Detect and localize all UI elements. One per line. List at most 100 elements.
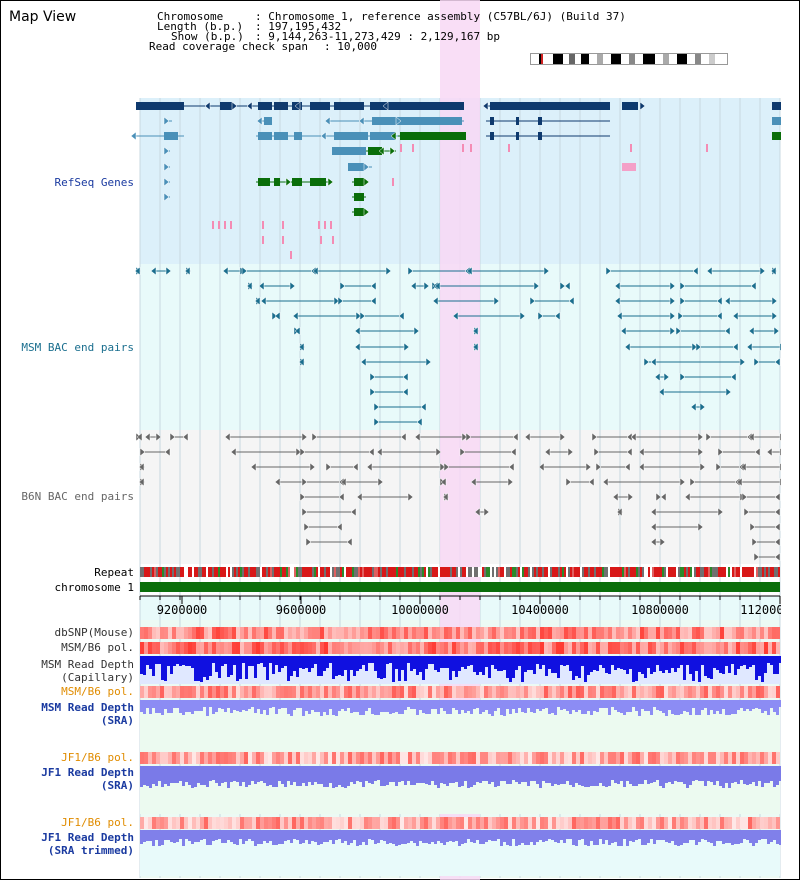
jf1-b6-pol-heat-cell <box>144 752 148 764</box>
msm-depth-cap-bar <box>476 656 479 675</box>
jf1-b6-pol-2-heat-cell <box>472 817 476 829</box>
msm-b6-pol-2-heat-cell <box>712 686 716 698</box>
jf1-b6-pol-heat-cell <box>196 752 200 764</box>
dbsnp-heat-cell <box>628 627 632 639</box>
msm-b6-pol-2-heat-cell <box>532 686 536 698</box>
repeat-element <box>490 567 492 577</box>
jf1-b6-pol-heat-cell <box>336 752 340 764</box>
refseq-gene-18-arrow <box>363 177 370 187</box>
dbsnp-heat-cell <box>208 627 212 639</box>
chromosome-ideogram[interactable] <box>530 53 728 65</box>
msm-bac-features[interactable] <box>134 266 786 427</box>
msm-depth-cap-bar <box>740 656 743 666</box>
chromosome-bar[interactable] <box>140 582 780 592</box>
repeat-element <box>440 567 442 577</box>
msm-b6-pol-heat-cell <box>308 642 312 654</box>
jf1-b6-pol-heat-cell <box>320 752 324 764</box>
msm-depth-cap-bar <box>263 656 266 667</box>
heatmap-tracks[interactable] <box>140 627 780 829</box>
jf1-depth-trim-bar <box>254 830 257 846</box>
jf1-depth-trim-bar <box>611 830 614 843</box>
jf1-depth-sra-bar <box>398 766 401 782</box>
jf1-b6-pol-heat-cell <box>732 752 736 764</box>
msm-depth-sra-bar <box>467 700 470 711</box>
repeat-element <box>372 567 374 577</box>
b6n-bac-pair-0-3-arrow <box>301 432 308 442</box>
dbsnp-heat-cell <box>376 627 380 639</box>
jf1-depth-sra-bar <box>299 766 302 786</box>
msm-b6-pol-2-heat-cell <box>188 686 192 698</box>
msm-depth-cap-bar <box>557 656 560 678</box>
refseq-features[interactable] <box>130 101 782 259</box>
jf1-depth-trim-bar <box>191 830 194 844</box>
dbsnp-heat-cell <box>356 627 360 639</box>
msm-depth-cap-bar <box>404 656 407 681</box>
msm-depth-cap-bar <box>389 656 392 663</box>
repeat-element <box>392 567 394 577</box>
msm-depth-sra-bar <box>569 700 572 714</box>
jf1-b6-pol-heat-cell <box>308 752 312 764</box>
chromosome-value: : Chromosome 1, reference assembly (C57B… <box>255 10 626 23</box>
dbsnp-heat-cell <box>252 627 256 639</box>
b6n-bac-pair-3-3-arrow <box>377 477 384 487</box>
jf1-b6-pol-heat-cell <box>692 752 696 764</box>
msm-b6-pol-2-heat-cell <box>672 686 676 698</box>
msm-bac-pair-6-1-arrow <box>360 357 367 367</box>
repeat-element <box>296 567 298 577</box>
dbsnp-heat-cell <box>180 627 184 639</box>
msm-depth-sra-bar <box>302 700 305 716</box>
repeat-track[interactable] <box>140 567 780 577</box>
repeat-element <box>726 567 728 577</box>
msm-depth-sra-bar <box>401 700 404 714</box>
msm-b6-pol-heat-cell <box>420 642 424 654</box>
label-b6n-bac[interactable]: B6N BAC end pairs <box>21 490 134 503</box>
repeat-element <box>638 567 640 577</box>
msm-b6-pol-2-heat-cell <box>600 686 604 698</box>
msm-b6-pol-heat-cell <box>696 642 700 654</box>
jf1-depth-sra-bar <box>452 766 455 783</box>
repeat-element <box>470 567 472 577</box>
msm-b6-pol-2-heat-cell <box>184 686 188 698</box>
repeat-element <box>636 567 638 577</box>
msm-b6-pol-2-heat-cell <box>224 686 228 698</box>
label-msm-depth-sra-1: MSM Read Depth <box>41 701 134 714</box>
b6n-bac-pair-1-8-arrow <box>754 447 761 457</box>
jf1-b6-pol-2-heat-cell <box>496 817 500 829</box>
msm-depth-sra-bar <box>176 700 179 708</box>
jf1-depth-trim-bar <box>365 830 368 845</box>
refseq-snp-tick <box>282 221 284 229</box>
label-refseq[interactable]: RefSeq Genes <box>55 176 134 189</box>
msm-b6-pol-heat-cell <box>260 642 264 654</box>
jf1-b6-pol-heat-cell <box>476 752 480 764</box>
repeat-element <box>368 567 370 577</box>
msm-depth-sra-bar <box>665 700 668 716</box>
scroll-right-strip[interactable] <box>781 98 799 878</box>
msm-depth-cap-bar <box>743 656 746 665</box>
msm-b6-pol-2-heat-cell <box>584 686 588 698</box>
jf1-depth-sra-bar <box>722 766 725 788</box>
read-depth-tracks[interactable] <box>140 656 782 876</box>
jf1-b6-pol-2-heat-cell <box>572 817 576 829</box>
b6n-bac-pair-0-4-arrow <box>400 432 407 442</box>
msm-b6-pol-2-heat-cell <box>172 686 176 698</box>
dbsnp-heat-cell <box>308 627 312 639</box>
msm-depth-sra-bar <box>290 700 293 716</box>
repeat-element <box>716 567 718 577</box>
label-msm-bac[interactable]: MSM BAC end pairs <box>21 341 134 354</box>
msm-b6-pol-2-heat-cell <box>468 686 472 698</box>
repeat-element <box>518 567 520 577</box>
jf1-depth-trim-bar <box>200 830 203 840</box>
b6n-bac-pair-2-2-arrow <box>325 462 332 472</box>
dbsnp-heat-cell <box>564 627 568 639</box>
jf1-b6-pol-heat-cell <box>776 752 780 764</box>
msm-depth-sra-bar <box>653 700 656 707</box>
msm-depth-sra-bar <box>479 700 482 714</box>
msm-depth-sra-bar <box>458 700 461 714</box>
msm-depth-sra-bar <box>191 700 194 714</box>
refseq-snp-tick <box>290 251 292 259</box>
msm-b6-pol-2-heat-cell <box>328 686 332 698</box>
msm-b6-pol-2-heat-cell <box>364 686 368 698</box>
msm-depth-sra-bar <box>305 700 308 711</box>
jf1-b6-pol-2-heat-cell <box>272 817 276 829</box>
